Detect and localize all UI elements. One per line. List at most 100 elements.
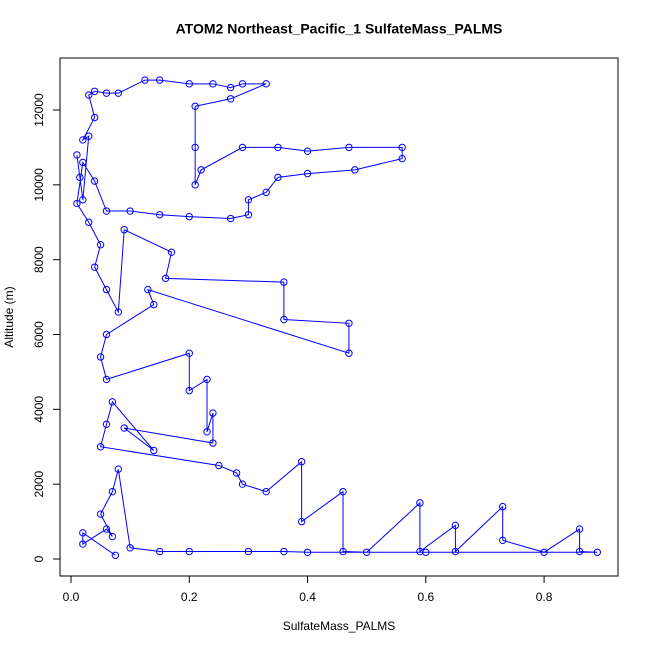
data-point: [232, 469, 241, 477]
data-point: [498, 502, 507, 511]
data-point: [79, 540, 87, 548]
data-point: [108, 487, 117, 496]
data-point: [73, 151, 81, 159]
data-point: [226, 95, 235, 103]
data-point: [339, 547, 347, 556]
data-point: [451, 547, 460, 556]
data-point: [297, 517, 306, 526]
data-point: [244, 196, 253, 204]
data-point: [274, 143, 282, 152]
data-point: [185, 212, 193, 221]
y-tick-label: 0: [32, 555, 46, 562]
data-point: [102, 420, 111, 429]
data-point: [79, 136, 87, 144]
data-point: [102, 375, 111, 384]
y-tick-label: 10000: [32, 168, 46, 202]
data-point: [297, 458, 306, 466]
x-tick-label: 0.4: [299, 590, 316, 604]
data-point: [303, 548, 312, 556]
data-point: [303, 169, 312, 178]
data-point: [262, 487, 270, 496]
data-point: [280, 315, 288, 324]
data-point: [96, 353, 105, 361]
data-point: [167, 248, 176, 256]
data-point: [90, 263, 99, 271]
data-point: [185, 386, 193, 395]
data-point: [274, 173, 282, 182]
data-point: [111, 551, 120, 559]
data-point: [150, 300, 158, 309]
data-point: [79, 158, 87, 167]
data-point: [96, 443, 105, 451]
data-point: [79, 529, 87, 537]
data-point: [102, 330, 111, 339]
data-point: [398, 154, 406, 163]
x-axis-label: SulfateMass_PALMS: [283, 619, 396, 633]
data-point: [191, 181, 199, 189]
data-point: [416, 499, 424, 507]
data-point: [102, 207, 111, 215]
data-point: [215, 461, 223, 470]
data-point: [108, 398, 117, 406]
data-point: [126, 544, 134, 552]
data-point: [280, 547, 288, 556]
data-point: [73, 199, 81, 208]
data-point: [575, 547, 584, 556]
data-point: [120, 226, 128, 234]
data-point: [593, 548, 602, 556]
data-point: [451, 521, 460, 530]
data-point: [108, 532, 117, 541]
data-point: [102, 89, 111, 97]
data-point: [76, 173, 84, 182]
data-point: [203, 428, 211, 436]
data-point: [238, 80, 247, 88]
x-tick-label: 0.8: [536, 590, 553, 604]
y-tick-label: 6000: [32, 321, 46, 348]
data-point: [156, 76, 164, 84]
data-point: [90, 113, 99, 122]
data-point: [96, 241, 105, 249]
data-point: [226, 214, 235, 223]
data-point: [209, 439, 217, 447]
data-point: [238, 480, 247, 488]
y-axis-label: Altitude (m): [2, 286, 16, 347]
data-point: [226, 83, 235, 92]
y-tick-label: 2000: [32, 471, 46, 498]
data-point: [498, 536, 507, 545]
data-point: [85, 132, 93, 140]
data-point: [114, 89, 123, 97]
data-line: [76, 79, 598, 556]
data-point: [262, 80, 270, 88]
data-point: [575, 525, 584, 533]
data-point: [96, 510, 105, 518]
x-tick-label: 0.2: [181, 590, 198, 604]
data-point: [90, 87, 99, 96]
data-point: [102, 285, 111, 294]
data-point: [345, 349, 353, 357]
data-point: [126, 207, 134, 215]
data-point: [197, 166, 205, 174]
data-point: [156, 211, 164, 219]
data-point: [120, 424, 128, 432]
data-point: [85, 218, 93, 226]
y-tick-label: 8000: [32, 246, 46, 273]
data-point: [238, 143, 247, 152]
data-point: [351, 166, 359, 174]
data-point: [203, 375, 211, 384]
data-point: [79, 196, 87, 204]
data-point: [244, 211, 253, 219]
data-point: [422, 548, 430, 556]
data-point: [185, 547, 193, 556]
data-point: [540, 548, 548, 556]
data-point: [262, 188, 270, 197]
data-point: [144, 285, 152, 294]
x-tick-label: 0.6: [417, 590, 434, 604]
data-point: [141, 76, 149, 84]
data-point: [90, 177, 99, 185]
data-point: [209, 80, 217, 88]
chart-title: ATOM2 Northeast_Pacific_1 SulfateMass_PA…: [176, 21, 503, 37]
data-point: [102, 525, 111, 533]
data-point: [185, 80, 193, 88]
